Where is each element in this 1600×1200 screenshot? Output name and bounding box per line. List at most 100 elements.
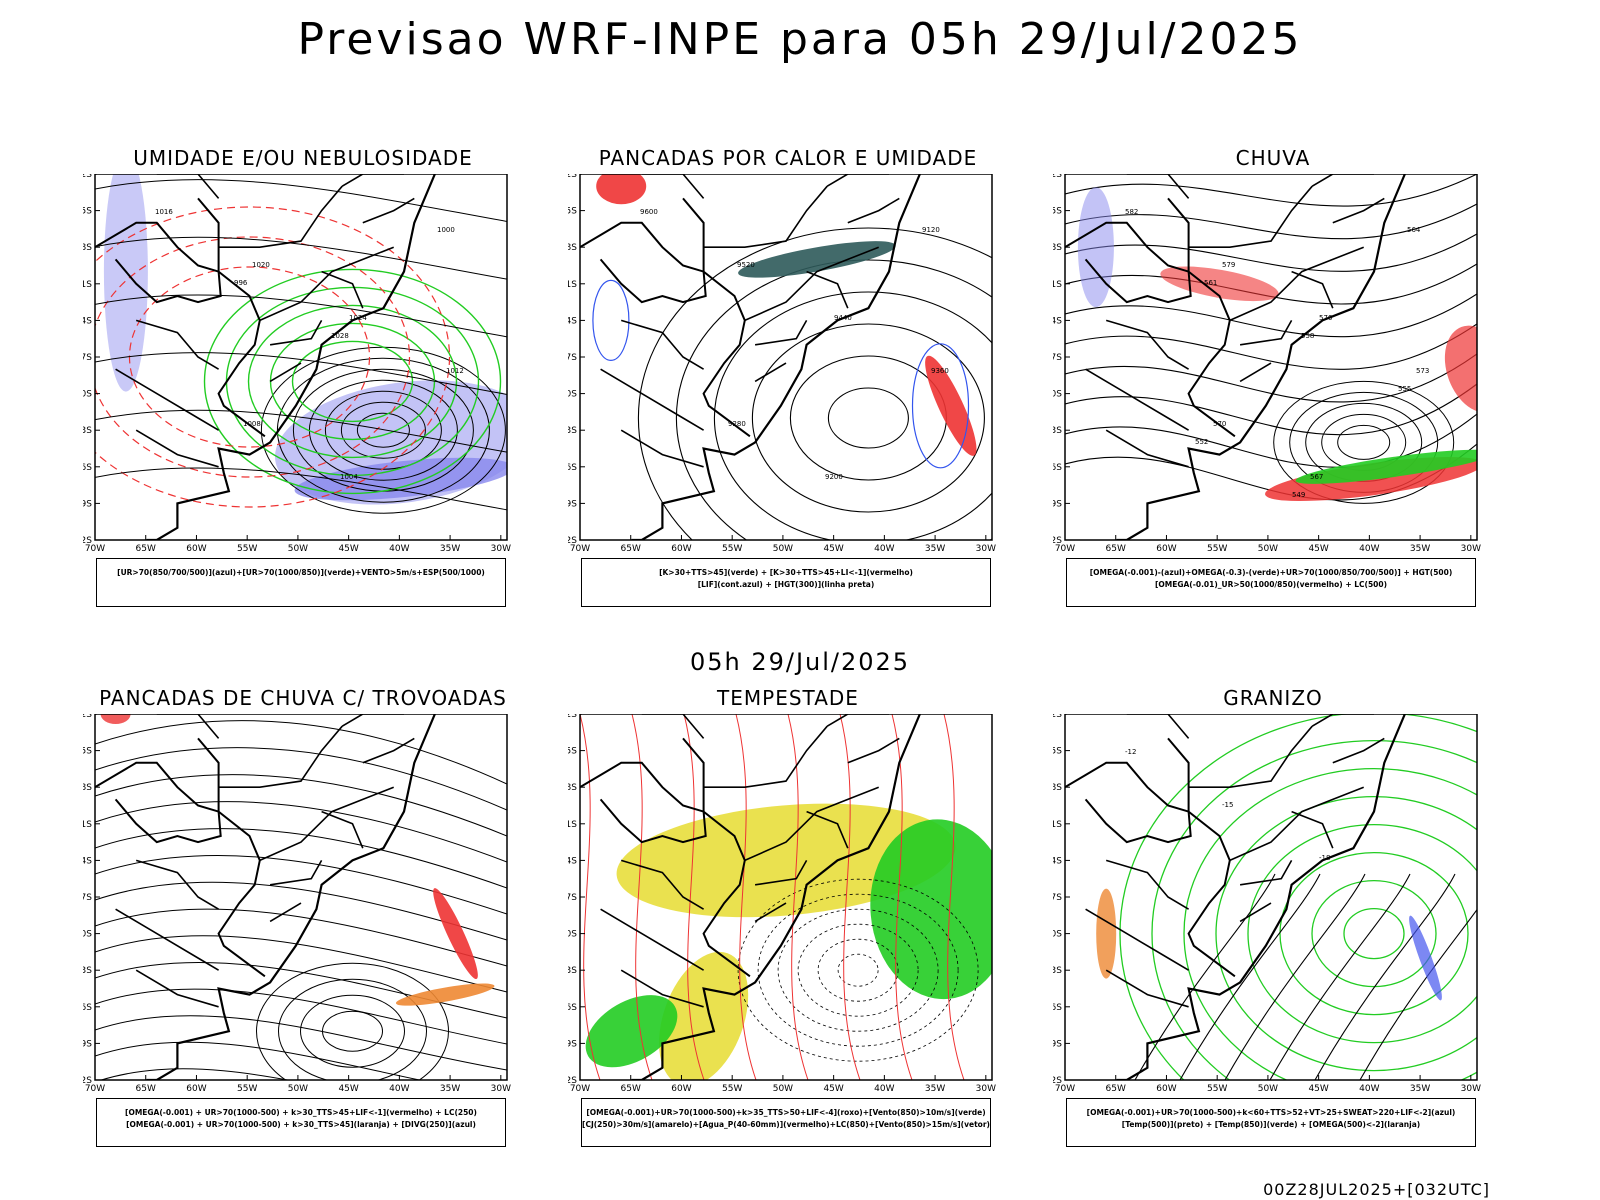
lat-label: 27S <box>568 893 577 903</box>
state-border <box>269 860 323 886</box>
lon-label: 40W <box>874 544 894 554</box>
contour-label: -18 <box>1319 854 1330 862</box>
lat-label: 42S <box>1053 1076 1062 1086</box>
panel-title: UMIDADE E/OU NEBULOSIDADE <box>133 146 473 170</box>
map-canvas: 582 579 576 573 570 567 564 561 558 555 552 549 12S 1… <box>1053 174 1481 554</box>
omega-area-orange <box>1096 888 1117 979</box>
coastline <box>1065 174 1407 540</box>
state-border <box>1239 362 1272 383</box>
legend: [OMEGA(-0.001)+UR>70(1000-500)+k<60+TTS>… <box>1066 1098 1476 1147</box>
wind-area-green <box>870 819 992 1000</box>
temp500-contour <box>1269 873 1411 1080</box>
lon-label: 65W <box>1106 1084 1126 1094</box>
contour-label: 1020 <box>252 261 270 269</box>
contour-label: 555 <box>1398 385 1411 393</box>
state-border <box>269 902 302 923</box>
state-border <box>362 197 415 224</box>
lat-label: 18S <box>568 783 577 793</box>
lon-label: 50W <box>288 1084 308 1094</box>
lon-label: 40W <box>389 1084 409 1094</box>
temp850-contour <box>1151 740 1477 1080</box>
lon-label: 70W <box>85 544 105 554</box>
map-canvas: -12 -15 -18 12S 15S 18S 21S 24S 27S 30S 33S 36S 39S 4… <box>1053 714 1481 1094</box>
lon-label: 65W <box>136 544 156 554</box>
state-border <box>1105 859 1190 910</box>
streamline <box>256 962 449 1080</box>
lon-label: 45W <box>823 544 843 554</box>
temp850-contour <box>1343 907 1405 960</box>
country-border <box>197 197 266 438</box>
streamline <box>95 908 507 967</box>
panel-pancadas-calor: PANCADAS POR CALOR E UMIDADE 9600 9520 9440… <box>568 146 1048 636</box>
lat-label: 12S <box>83 714 92 720</box>
lon-label: 45W <box>1308 1084 1328 1094</box>
lon-label: 70W <box>570 544 590 554</box>
thunderstorm-area-orange <box>395 983 495 1006</box>
lat-label: 39S <box>1053 499 1062 509</box>
lat-label: 18S <box>83 783 92 793</box>
geopotential-contour <box>1065 293 1477 338</box>
lat-label: 12S <box>568 174 577 180</box>
wind-vector-ring <box>777 908 939 1032</box>
state-border <box>806 270 849 309</box>
state-border <box>156 714 220 739</box>
streamline <box>95 935 507 993</box>
lat-label: 42S <box>83 536 92 546</box>
state-border <box>826 174 889 187</box>
lon-label: 40W <box>1359 544 1379 554</box>
state-border <box>1332 737 1385 764</box>
contour-label: 1000 <box>437 226 455 234</box>
lat-label: 18S <box>1053 783 1062 793</box>
streamline <box>95 854 507 915</box>
geopotential-contour <box>1065 353 1477 403</box>
instability-area-red <box>925 355 977 456</box>
lat-label: 39S <box>568 1039 577 1049</box>
lon-label: 45W <box>338 544 358 554</box>
state-border <box>1291 810 1334 849</box>
lc-contour <box>943 714 965 1080</box>
moisture-contour <box>203 268 502 495</box>
lon-label: 70W <box>570 1084 590 1094</box>
state-border <box>600 368 705 431</box>
state-border <box>1332 197 1385 224</box>
lat-label: 24S <box>1053 316 1062 326</box>
pressure-contour <box>340 401 426 459</box>
contour-label: 9200 <box>825 473 843 481</box>
lat-label: 27S <box>568 353 577 363</box>
lat-label: 27S <box>83 893 92 903</box>
state-border <box>620 319 705 370</box>
lon-label: 35W <box>440 1084 460 1094</box>
state-border <box>754 860 808 886</box>
contour-label: 582 <box>1125 208 1138 216</box>
lon-label: 35W <box>1410 544 1430 554</box>
state-border <box>1229 246 1364 322</box>
lon-label: 60W <box>186 544 206 554</box>
geopotential-contour <box>1065 323 1477 370</box>
contour-label: 570 <box>1213 420 1226 428</box>
lon-label: 65W <box>621 1084 641 1094</box>
lat-label: 21S <box>1053 820 1062 830</box>
map-frame <box>1064 714 1478 1081</box>
lat-label: 30S <box>1053 390 1062 400</box>
lon-label: 35W <box>1410 1084 1430 1094</box>
lat-label: 27S <box>1053 893 1062 903</box>
wind-vector-ring <box>817 938 899 1002</box>
lat-label: 24S <box>1053 856 1062 866</box>
geopotential-contour <box>1065 383 1477 436</box>
state-border <box>341 174 404 187</box>
state-border <box>341 714 404 727</box>
streamline <box>95 828 507 889</box>
lon-label: 50W <box>773 1084 793 1094</box>
contour-label: 1012 <box>446 367 464 375</box>
pressure-contour <box>324 390 442 470</box>
contour-label: 1028 <box>331 332 349 340</box>
state-border <box>1311 714 1374 727</box>
state-border <box>600 908 705 971</box>
valid-time-title: 05h 29/Jul/2025 <box>689 648 911 676</box>
temp850-contour <box>1279 851 1469 1016</box>
lat-label: 21S <box>1053 280 1062 290</box>
state-border <box>754 902 787 923</box>
contour-label: 9120 <box>922 226 940 234</box>
lat-label: 21S <box>83 820 92 830</box>
lat-label: 42S <box>568 536 577 546</box>
